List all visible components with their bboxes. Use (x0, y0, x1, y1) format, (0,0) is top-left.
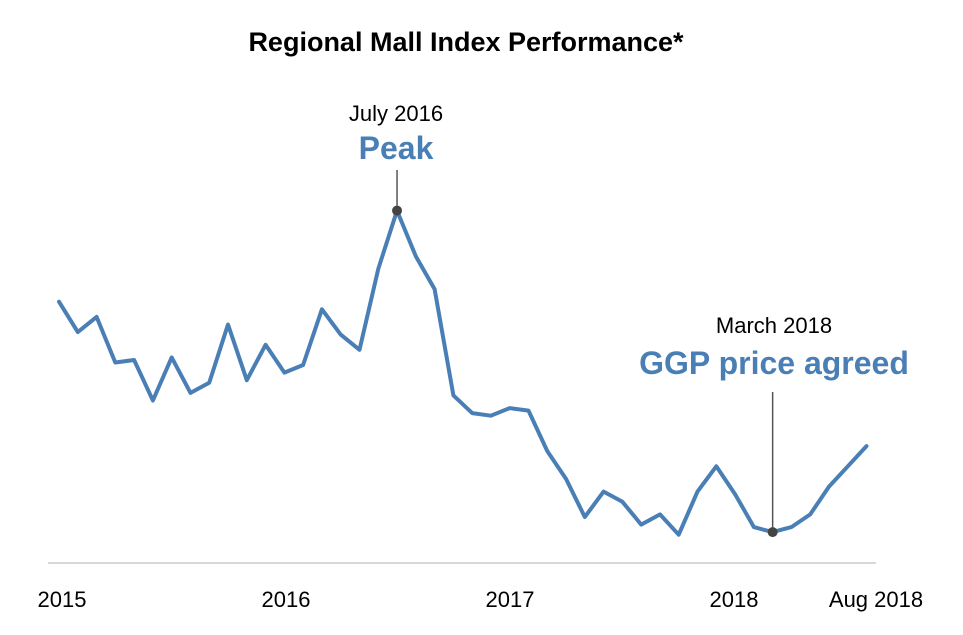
x-tick-label: 2017 (486, 587, 535, 612)
annotation-marker (392, 206, 402, 216)
annotation-label: Peak (359, 130, 434, 166)
x-tick-label: Aug 2018 (829, 587, 923, 612)
annotation-date: March 2018 (716, 313, 832, 338)
x-axis-ticks: 2015 2016 2017 2018 Aug 2018 (38, 587, 924, 612)
annotation-marker (768, 527, 778, 537)
chart-title: Regional Mall Index Performance* (248, 27, 684, 57)
x-tick-label: 2016 (262, 587, 311, 612)
annotations: July 2016 Peak March 2018 GGP price agreed (349, 101, 909, 381)
annotation-label: GGP price agreed (639, 345, 909, 381)
annotation-date: July 2016 (349, 101, 443, 126)
x-tick-label: 2018 (710, 587, 759, 612)
x-tick-label: 2015 (38, 587, 87, 612)
